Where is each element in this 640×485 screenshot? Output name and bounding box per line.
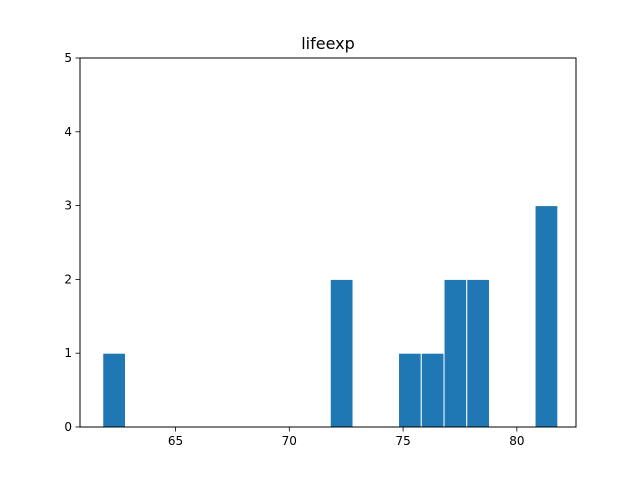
plot-frame: [79, 57, 577, 428]
x-tick-label: 75: [395, 434, 410, 448]
y-tick-label: 4: [64, 125, 72, 139]
bars-group: [102, 205, 559, 428]
chart-title: lifeexp: [301, 34, 355, 53]
y-tick-label: 3: [64, 199, 72, 213]
histogram-bar: [443, 278, 468, 428]
y-tick-label: 1: [64, 346, 72, 360]
histogram-bar: [420, 352, 445, 428]
histogram-bar: [466, 278, 491, 428]
y-tick-label: 0: [64, 420, 72, 434]
x-tick-label: 70: [282, 434, 297, 448]
y-tick-label: 2: [64, 272, 72, 286]
histogram-bar: [534, 205, 559, 428]
x-tick-label: 65: [168, 434, 183, 448]
x-tick-label: 80: [509, 434, 524, 448]
y-axis: 0 1 2 3 4 5: [64, 51, 80, 434]
histogram-bar: [329, 278, 354, 428]
y-tick-label: 5: [64, 51, 72, 65]
histogram-bar: [102, 352, 127, 428]
histogram-bar: [398, 352, 422, 428]
x-axis: 65 70 75 80: [168, 427, 524, 448]
